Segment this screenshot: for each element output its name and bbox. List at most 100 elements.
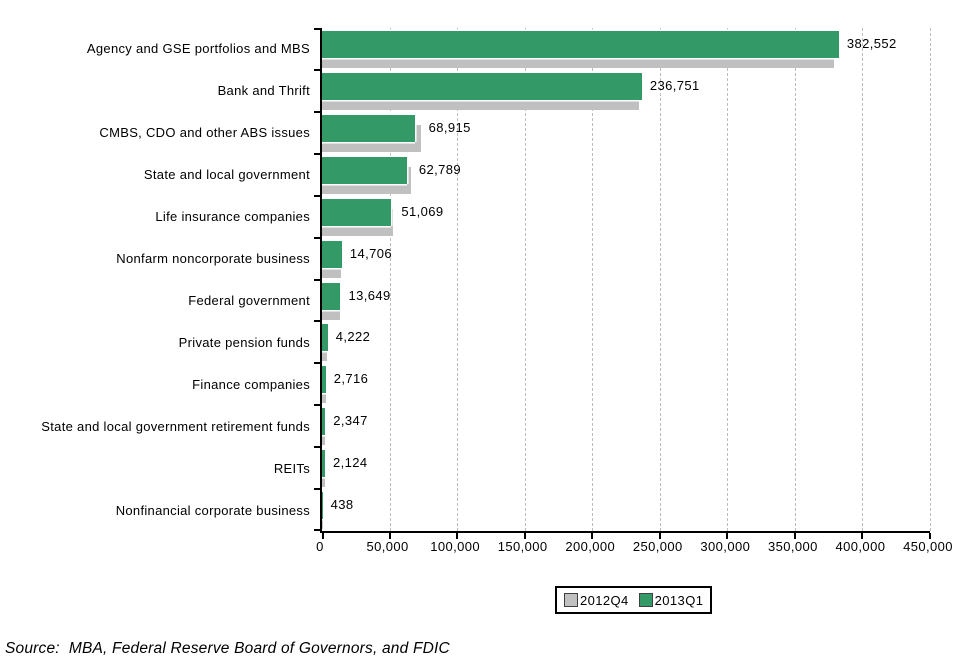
gridline bbox=[389, 28, 391, 531]
category-label: Finance companies bbox=[192, 376, 310, 392]
category-label: Federal government bbox=[188, 292, 310, 308]
value-axis-tick-label: 50,000 bbox=[366, 539, 409, 554]
value-label: 4,222 bbox=[335, 329, 371, 345]
category-label: Agency and GSE portfolios and MBS bbox=[86, 41, 310, 57]
axis-tick bbox=[388, 533, 391, 539]
category-label: State and local government bbox=[143, 167, 310, 183]
category-label: Nonfarm noncorporate business bbox=[116, 251, 310, 267]
value-label: 51,069 bbox=[401, 203, 444, 219]
value-axis-tick-label: 350,000 bbox=[767, 539, 818, 554]
value-axis-tick-label: 400,000 bbox=[835, 539, 886, 554]
chart-row: 68,915 bbox=[322, 112, 930, 154]
chart-row: 13,649 bbox=[322, 280, 930, 322]
gridline bbox=[524, 28, 526, 531]
gridline bbox=[727, 28, 729, 531]
gridline bbox=[930, 28, 931, 531]
axis-tick bbox=[929, 533, 931, 539]
bar-2013q1 bbox=[322, 114, 416, 142]
bar-2013q1 bbox=[322, 492, 323, 520]
value-label: 382,552 bbox=[846, 36, 897, 51]
axis-tick bbox=[314, 529, 320, 531]
axis-tick bbox=[314, 152, 320, 155]
axis-tick bbox=[456, 533, 459, 539]
value-label: 2,124 bbox=[332, 455, 368, 471]
chart-row: 51,069 bbox=[322, 196, 930, 238]
axis-tick bbox=[523, 533, 526, 539]
value-label: 68,915 bbox=[428, 119, 471, 135]
category-label: Life insurance companies bbox=[155, 209, 310, 225]
bar-2013q1 bbox=[322, 324, 328, 352]
axis-tick bbox=[314, 236, 320, 239]
category-label: REITs bbox=[273, 460, 310, 476]
axis-tick bbox=[314, 446, 320, 449]
value-axis-tick-label: 0 bbox=[316, 539, 324, 554]
value-axis-tick-label: 100,000 bbox=[430, 539, 480, 554]
value-axis-tick-label: 150,000 bbox=[497, 539, 548, 554]
chart-row: 62,789 bbox=[322, 154, 930, 196]
category-label: Bank and Thrift bbox=[217, 83, 310, 99]
axis-tick bbox=[322, 533, 324, 539]
bar-2013q1 bbox=[322, 408, 326, 436]
axis-tick bbox=[861, 533, 864, 539]
value-label: 14,706 bbox=[349, 245, 393, 261]
chart-row: 14,706 bbox=[322, 238, 930, 280]
axis-tick bbox=[726, 533, 729, 539]
value-label: 62,789 bbox=[418, 161, 462, 177]
axis-tick bbox=[314, 404, 320, 407]
gridline bbox=[862, 28, 864, 531]
value-label: 236,751 bbox=[649, 77, 700, 93]
category-label: CMBS, CDO and other ABS issues bbox=[99, 125, 310, 141]
axis-tick bbox=[314, 278, 320, 281]
bar-2013q1 bbox=[322, 450, 325, 478]
value-axis-tick-label: 250,000 bbox=[632, 539, 683, 554]
legend-label-2012q4: 2012Q4 bbox=[580, 592, 629, 608]
category-label: State and local government retirement fu… bbox=[41, 418, 310, 434]
legend-swatch-2013q1 bbox=[638, 593, 653, 607]
category-label: Nonfinancial corporate business bbox=[115, 502, 310, 518]
axis-tick bbox=[314, 68, 320, 71]
axis-tick bbox=[314, 488, 320, 491]
axis-tick bbox=[314, 110, 320, 113]
value-axis-tick-label: 200,000 bbox=[565, 539, 616, 554]
axis-tick bbox=[658, 533, 661, 539]
bar-2013q1 bbox=[322, 72, 642, 100]
axis-tick bbox=[591, 533, 594, 539]
chart-row: 2,716 bbox=[322, 363, 930, 405]
bar-2013q1 bbox=[322, 156, 407, 184]
gridline bbox=[794, 28, 796, 531]
bar-2013q1 bbox=[322, 31, 839, 58]
bar-2013q1 bbox=[322, 282, 341, 310]
gridline bbox=[592, 28, 594, 531]
axis-tick bbox=[793, 533, 796, 539]
value-label: 438 bbox=[330, 497, 354, 513]
bar-2013q1 bbox=[322, 366, 326, 394]
category-label: Private pension funds bbox=[178, 334, 310, 350]
chart-row: 382,552 bbox=[322, 28, 930, 70]
legend-label-2013q1: 2013Q1 bbox=[654, 592, 704, 608]
legend-swatch-2012q4 bbox=[564, 593, 578, 607]
bar-2013q1 bbox=[322, 198, 391, 226]
axis-tick bbox=[314, 362, 320, 365]
source-note: Source: MBA, Federal Reserve Board of Go… bbox=[5, 640, 450, 657]
gridline bbox=[457, 28, 459, 531]
gridline bbox=[659, 28, 661, 531]
value-label: 2,716 bbox=[333, 371, 369, 387]
chart-row: 438 bbox=[322, 489, 930, 531]
value-label: 2,347 bbox=[333, 413, 368, 429]
chart-row: 4,222 bbox=[322, 321, 930, 363]
legend: 2012Q4 2013Q1 bbox=[555, 586, 713, 614]
axis-tick bbox=[314, 320, 320, 323]
value-axis-tick-label: 450,000 bbox=[903, 539, 953, 554]
axis-tick bbox=[314, 194, 320, 197]
plot-area: 382,552 236,751 68,915 62,789 51,069 14,706 13… bbox=[314, 28, 931, 539]
category-axis-labels: Agency and GSE portfolios and MBS Bank an… bbox=[0, 28, 310, 531]
chart-row: 2,347 bbox=[322, 405, 930, 447]
chart-row: 236,751 bbox=[322, 70, 930, 112]
value-axis-tick-label: 300,000 bbox=[700, 539, 751, 554]
bar-2013q1 bbox=[322, 240, 342, 268]
axis-tick bbox=[314, 28, 320, 30]
chart-row: 2,124 bbox=[322, 447, 930, 489]
value-axis-labels: 0 50,000 100,000 150,000 200,000 250,000 300,0… bbox=[0, 539, 961, 559]
value-label: 13,649 bbox=[348, 287, 391, 303]
